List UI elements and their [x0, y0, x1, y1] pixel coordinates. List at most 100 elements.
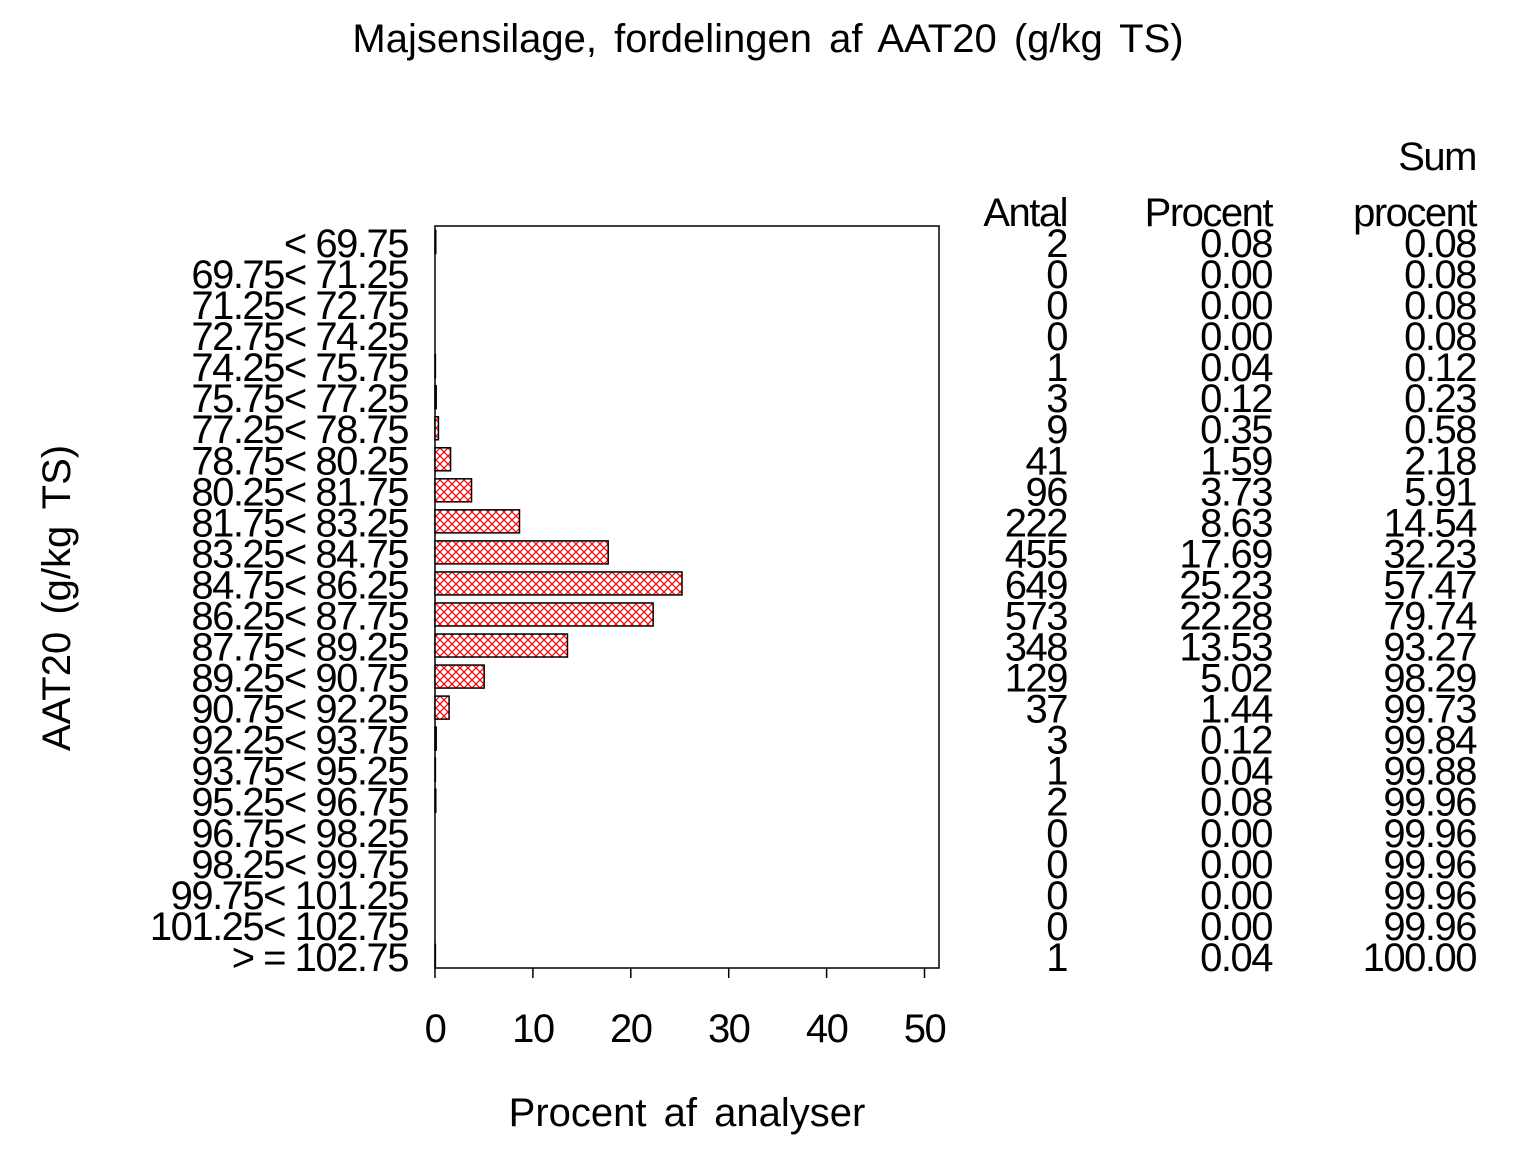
- table-cell-antal: 0: [1046, 315, 1067, 359]
- x-tick-label: 20: [610, 1007, 652, 1051]
- table-cell-antal: 0: [1046, 253, 1067, 297]
- table-cell-antal: 2: [1046, 781, 1067, 825]
- table-cell-sum-procent: 2.18: [1404, 439, 1476, 483]
- table-cell-sum-procent: 14.54: [1383, 501, 1477, 545]
- bar: [434, 229, 437, 255]
- y-tick-label: 78.75< 80.25: [191, 439, 408, 483]
- table-cell-procent: 1.59: [1200, 439, 1272, 483]
- y-tick-label: 89.25< 90.75: [191, 657, 408, 701]
- y-tick-label: 90.75< 92.25: [191, 688, 408, 732]
- table-header-sum-procent: procent: [1353, 191, 1477, 235]
- y-tick-label: 101.25< 102.75: [150, 905, 408, 949]
- table-cell-procent: 0.04: [1200, 750, 1273, 794]
- table-cell-procent: 0.00: [1200, 843, 1272, 887]
- y-tick-label: 80.25< 81.75: [191, 470, 408, 514]
- table-cell-sum-procent: 93.27: [1383, 626, 1476, 670]
- table-cell-procent: 0.04: [1200, 936, 1273, 980]
- bar: [434, 633, 569, 658]
- y-tick-label: 99.75< 101.25: [171, 874, 409, 918]
- bar: [434, 540, 609, 565]
- table-cell-procent: 1.44: [1200, 688, 1273, 732]
- table-cell-procent: 5.02: [1200, 657, 1272, 701]
- bar: [434, 415, 440, 441]
- table-header-sum: Sum: [1398, 135, 1476, 179]
- table-cell-procent: 0.12: [1200, 377, 1272, 421]
- y-tick-label: 95.25< 96.75: [191, 781, 408, 825]
- table-cell-procent: 3.73: [1200, 470, 1272, 514]
- x-tick-label: 10: [512, 1007, 554, 1051]
- bar: [434, 571, 683, 596]
- table-cell-sum-procent: 99.88: [1383, 750, 1476, 794]
- table-cell-procent: 17.69: [1179, 532, 1272, 576]
- table-cell-antal: 9: [1046, 408, 1067, 452]
- table-cell-sum-procent: 0.23: [1404, 377, 1476, 421]
- y-tick-label: 84.75< 86.25: [191, 563, 408, 607]
- table-cell-antal: 3: [1046, 377, 1067, 421]
- y-tick-label: 74.25< 75.75: [191, 346, 408, 390]
- table-cell-procent: 13.53: [1179, 626, 1272, 670]
- y-tick-label: 77.25< 78.75: [191, 408, 408, 452]
- plot-frame: [434, 225, 940, 969]
- y-tick-label: 81.75< 83.25: [191, 501, 408, 545]
- table-cell-sum-procent: 0.08: [1404, 315, 1476, 359]
- table-cell-procent: 0.35: [1200, 408, 1272, 452]
- table-cell-antal: 0: [1046, 905, 1067, 949]
- table-cell-procent: 22.28: [1179, 594, 1272, 638]
- bar: [434, 509, 521, 534]
- bar: [434, 695, 450, 720]
- table-cell-procent: 0.08: [1200, 781, 1272, 825]
- table-cell-antal: 41: [1026, 439, 1068, 483]
- y-tick-label: < 69.75: [284, 222, 408, 266]
- table-cell-sum-procent: 79.74: [1383, 594, 1477, 638]
- table-cell-sum-procent: 0.08: [1404, 253, 1476, 297]
- table-header-procent: Procent: [1145, 191, 1274, 235]
- table-cell-procent: 0.00: [1200, 253, 1272, 297]
- bar: [434, 478, 473, 503]
- y-tick-label: > = 102.75: [232, 936, 409, 980]
- table-cell-antal: 37: [1026, 688, 1068, 732]
- x-tick-label: 40: [806, 1007, 848, 1051]
- y-tick-label: 87.75< 89.25: [191, 626, 408, 670]
- table-cell-antal: 455: [1005, 532, 1067, 576]
- table-cell-antal: 1: [1046, 346, 1067, 390]
- table-cell-procent: 0.00: [1200, 874, 1272, 918]
- x-tick-label: 50: [904, 1007, 946, 1051]
- table-cell-sum-procent: 5.91: [1404, 470, 1476, 514]
- y-tick-label: 93.75< 95.25: [191, 750, 408, 794]
- table-cell-sum-procent: 0.12: [1404, 346, 1476, 390]
- table-cell-sum-procent: 0.08: [1404, 222, 1476, 266]
- bar: [434, 788, 437, 813]
- bar: [434, 664, 485, 689]
- table-cell-procent: 0.00: [1200, 905, 1272, 949]
- bar: [434, 602, 654, 627]
- y-tick-label: 83.25< 84.75: [191, 532, 408, 576]
- x-tick-label: 0: [425, 1007, 446, 1051]
- table-cell-sum-procent: 0.58: [1404, 408, 1476, 452]
- table-cell-antal: 3: [1046, 719, 1067, 763]
- table-cell-sum-procent: 98.29: [1383, 657, 1476, 701]
- table-cell-antal: 222: [1005, 501, 1067, 545]
- chart-title: Majsensilage, fordelingen af AAT20 (g/kg…: [352, 17, 1183, 61]
- table-cell-procent: 0.12: [1200, 719, 1272, 763]
- table-cell-procent: 0.08: [1200, 222, 1272, 266]
- y-tick-label: 69.75< 71.25: [191, 253, 408, 297]
- y-tick-label: 72.75< 74.25: [191, 315, 408, 359]
- table-cell-antal: 0: [1046, 284, 1067, 328]
- table-cell-antal: 573: [1005, 594, 1067, 638]
- bar: [434, 447, 452, 472]
- table-cell-antal: 348: [1005, 626, 1067, 670]
- table-cell-antal: 1: [1046, 936, 1067, 980]
- table-cell-procent: 0.04: [1200, 346, 1273, 390]
- table-cell-sum-procent: 99.96: [1383, 812, 1476, 856]
- table-cell-antal: 0: [1046, 874, 1067, 918]
- table-cell-sum-procent: 99.96: [1383, 905, 1476, 949]
- y-tick-label: 98.25< 99.75: [191, 843, 408, 887]
- x-axis-label: Procent af analyser: [509, 1091, 866, 1135]
- x-tick-label: 30: [708, 1007, 750, 1051]
- table-cell-sum-procent: 99.96: [1383, 874, 1476, 918]
- table-cell-antal: 129: [1005, 657, 1067, 701]
- table-cell-sum-procent: 32.23: [1383, 532, 1476, 576]
- table-cell-antal: 0: [1046, 843, 1067, 887]
- bar: [434, 384, 437, 410]
